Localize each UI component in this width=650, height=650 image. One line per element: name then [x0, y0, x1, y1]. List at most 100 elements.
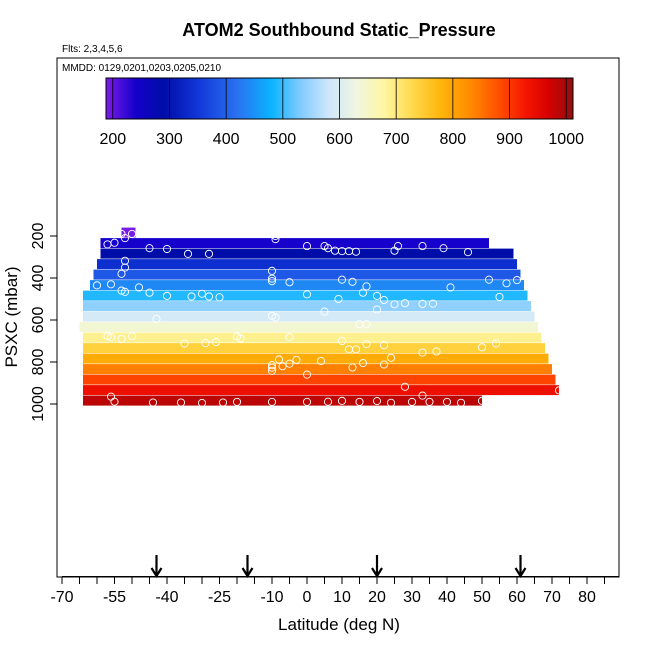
chart-subtitle: Flts: 2,3,4,5,6	[62, 44, 123, 55]
data-point	[355, 397, 364, 406]
flight-arrows	[150, 555, 527, 579]
x-tick-label: -10	[260, 589, 283, 606]
x-tick-label: 30	[403, 589, 421, 606]
data-point	[162, 291, 172, 300]
data-point	[110, 397, 119, 406]
data-point	[64, 242, 74, 251]
data-point	[197, 289, 207, 298]
data-point	[372, 291, 382, 300]
colorbar-label: 800	[439, 131, 466, 148]
data-point	[316, 356, 326, 366]
data-point	[509, 240, 518, 249]
heatmap-band	[83, 301, 531, 312]
data-point	[120, 263, 130, 272]
data-point	[407, 397, 417, 406]
heatmap-band	[83, 311, 535, 322]
data-point	[145, 288, 154, 297]
data-point	[271, 235, 280, 244]
data-point	[456, 398, 466, 407]
data-point	[418, 242, 427, 251]
data-point	[218, 398, 228, 407]
data-point	[103, 240, 112, 249]
x-tick-label: -40	[155, 589, 178, 606]
heatmap-band	[83, 395, 482, 406]
data-point	[446, 283, 455, 292]
data-point	[127, 332, 137, 341]
data-point	[362, 340, 371, 349]
heatmap-band	[83, 290, 528, 301]
x-tick-label: 70	[543, 589, 561, 606]
data-point	[372, 397, 382, 406]
data-point	[278, 362, 287, 371]
data-point	[211, 337, 221, 347]
data-point	[302, 370, 312, 379]
data-point	[348, 363, 357, 372]
data-point	[432, 347, 441, 356]
colorbar-labels: 200 300 400 500 600 700 800 900 1000	[99, 131, 584, 148]
data-point	[201, 339, 210, 348]
heatmap-band	[90, 280, 524, 291]
data-point	[106, 333, 116, 342]
x-tick-label: -70	[50, 589, 73, 606]
data-point	[120, 287, 130, 296]
data-point	[232, 397, 242, 406]
data-point	[491, 339, 501, 348]
data-point	[145, 244, 154, 253]
data-point	[117, 334, 126, 343]
data-point	[176, 398, 186, 407]
chart-title: ATOM2 Southbound Static_Pressure	[182, 20, 495, 40]
x-tick-label: 60	[508, 589, 526, 606]
colorbar-label: 600	[326, 131, 353, 148]
data-point	[323, 244, 333, 253]
data-point	[152, 314, 161, 324]
data-point	[267, 266, 277, 275]
data-point	[127, 229, 137, 238]
data-point	[271, 313, 280, 322]
flight-arrow	[150, 555, 163, 579]
data-point	[418, 299, 427, 308]
data-point	[267, 277, 277, 286]
heatmap-band	[93, 269, 521, 280]
data-point	[117, 269, 126, 278]
heatmap-band	[83, 385, 559, 396]
data-point	[362, 320, 371, 329]
x-tick-label: -25	[208, 589, 231, 606]
data-point	[267, 361, 277, 370]
y-tick-label: 800	[30, 349, 47, 376]
data-point	[285, 333, 294, 342]
chart-annotation: MMDD: 0129,0201,0203,0205,0210	[62, 63, 221, 74]
heatmap-bands	[79, 227, 559, 406]
data-point	[292, 355, 301, 364]
flight-arrow	[241, 555, 254, 579]
data-point	[379, 360, 389, 369]
x-tick-label: 20	[368, 589, 386, 606]
data-point	[204, 292, 214, 301]
data-point	[439, 244, 448, 253]
x-tick-label: 0	[303, 589, 312, 606]
data-point	[442, 397, 452, 406]
data-point	[183, 249, 193, 258]
data-point	[134, 283, 144, 292]
colorbar-label: 300	[156, 131, 183, 148]
data-point	[120, 256, 130, 265]
data-point	[337, 396, 347, 405]
flight-arrow	[371, 555, 383, 579]
data-point	[232, 332, 242, 341]
data-point	[180, 339, 189, 348]
data-point	[379, 295, 389, 305]
data-point	[285, 359, 294, 368]
data-point	[197, 398, 207, 408]
colorbar-label: 700	[383, 131, 410, 148]
observation-points	[64, 229, 564, 408]
x-tick-label: 10	[333, 589, 351, 606]
heatmap-band	[100, 248, 514, 259]
heatmap-band	[79, 322, 538, 333]
heatmap-band	[100, 238, 489, 249]
y-tick-label: 600	[30, 307, 47, 334]
data-point	[285, 278, 294, 287]
y-axis-label: PSXC (mbar)	[2, 266, 21, 367]
data-point	[267, 397, 277, 406]
data-point	[400, 299, 410, 308]
data-point	[323, 397, 333, 406]
